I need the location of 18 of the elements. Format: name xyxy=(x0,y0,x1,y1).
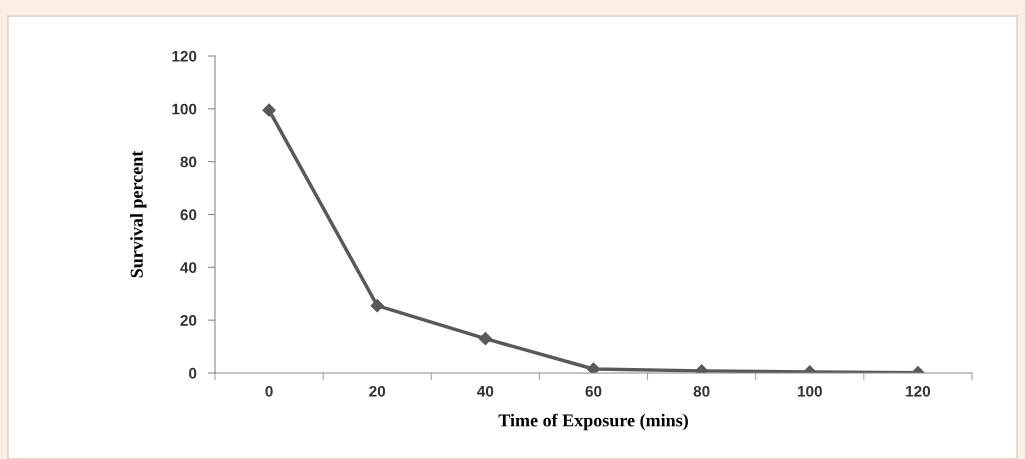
y-tick-label: 20 xyxy=(180,315,197,326)
x-tick-label: 80 xyxy=(693,385,710,397)
x-axis-title: Time of Exposure (mins) xyxy=(498,413,688,431)
y-tick-label: 120 xyxy=(172,50,197,62)
point xyxy=(586,362,601,373)
x-tick-label: 0 xyxy=(265,385,273,397)
y-tick-label: 40 xyxy=(180,262,197,274)
y-tick-label: 0 xyxy=(189,367,197,379)
y-tick-label: 60 xyxy=(180,209,197,221)
point xyxy=(262,103,276,117)
x-tick-label: 60 xyxy=(585,385,602,397)
x-tick-label: 40 xyxy=(477,385,494,397)
x-tick-label: 120 xyxy=(906,385,931,397)
y-axis-title: Survival percent xyxy=(130,150,147,278)
y-tick-label: 80 xyxy=(180,156,197,168)
x-tick-label: 20 xyxy=(369,385,386,397)
x-tick-label: 100 xyxy=(798,385,822,397)
y-tick-label: 100 xyxy=(172,103,197,115)
